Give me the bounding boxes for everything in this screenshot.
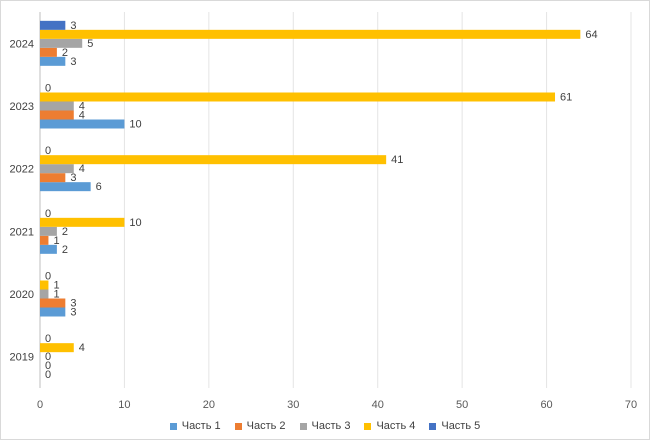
legend-item: Часть 5 xyxy=(429,420,480,432)
bar xyxy=(40,38,83,48)
data-label: 10 xyxy=(129,217,141,229)
x-tick-label: 0 xyxy=(37,399,43,411)
x-tick-label: 20 xyxy=(203,399,215,411)
legend-label: Часть 1 xyxy=(181,420,221,432)
data-label: 64 xyxy=(585,29,597,41)
bar xyxy=(40,280,49,290)
data-label: 1 xyxy=(53,280,59,292)
legend-swatch xyxy=(234,422,242,430)
data-label: 0 xyxy=(45,83,51,95)
bar xyxy=(40,173,66,183)
legend-swatch xyxy=(364,422,372,430)
data-label: 0 xyxy=(45,271,51,283)
bar xyxy=(40,29,581,39)
bar xyxy=(40,298,66,308)
legend-label: Часть 4 xyxy=(376,420,416,432)
y-tick-label: 2020 xyxy=(10,289,34,301)
bar xyxy=(40,289,49,299)
data-label: 2 xyxy=(62,226,68,238)
legend-label: Часть 5 xyxy=(441,420,481,432)
legend-swatch xyxy=(299,422,307,430)
x-tick-label: 50 xyxy=(456,399,468,411)
data-label: 2 xyxy=(62,244,68,256)
bar xyxy=(40,307,66,317)
data-label: 3 xyxy=(70,307,76,319)
x-tick-label: 10 xyxy=(118,399,130,411)
y-tick-label: 2023 xyxy=(10,101,34,113)
data-label: 2 xyxy=(62,47,68,59)
bar xyxy=(40,110,74,120)
data-label: 0 xyxy=(45,333,51,345)
data-label: 3 xyxy=(70,20,76,32)
x-tick-label: 30 xyxy=(287,399,299,411)
y-tick-label: 2024 xyxy=(10,38,34,50)
y-axis: 2019 2020 2021 2022 2023 2024 xyxy=(10,38,34,363)
gridlines xyxy=(39,12,632,388)
data-label: 0 xyxy=(45,360,51,372)
bar xyxy=(40,182,91,192)
bar xyxy=(40,244,57,254)
data-label: 61 xyxy=(560,92,572,104)
legend-label: Часть 3 xyxy=(311,420,351,432)
y-tick-label: 2021 xyxy=(10,226,34,238)
y-tick-label: 2019 xyxy=(10,352,34,364)
data-label: 0 xyxy=(45,208,51,220)
legend-item: Часть 2 xyxy=(234,420,286,432)
data-label: 0 xyxy=(45,145,51,157)
bar xyxy=(40,119,125,129)
data-label: 3 xyxy=(70,172,76,184)
bar xyxy=(40,217,125,227)
data-label: 6 xyxy=(96,181,102,193)
data-label: 5 xyxy=(87,38,93,50)
bar xyxy=(40,235,49,245)
data-label: 1 xyxy=(53,235,59,247)
bar xyxy=(40,20,66,30)
bar xyxy=(40,92,556,102)
data-label: 0 xyxy=(45,351,51,363)
data-label: 4 xyxy=(79,101,85,113)
x-tick-label: 40 xyxy=(372,399,384,411)
legend: Часть 1 Часть 2 Часть 3 Часть 4 Часть 5 xyxy=(0,417,650,435)
legend-swatch xyxy=(429,422,437,430)
bar xyxy=(40,101,74,111)
x-tick-label: 70 xyxy=(625,399,637,411)
data-label: 4 xyxy=(79,342,85,354)
data-label: 1 xyxy=(53,289,59,301)
data-label: 0 xyxy=(45,369,51,381)
bar xyxy=(40,56,66,66)
data-label: 3 xyxy=(70,298,76,310)
data-label: 10 xyxy=(129,119,141,131)
data-label: 3 xyxy=(70,56,76,68)
legend-item: Часть 1 xyxy=(169,420,221,432)
y-tick-label: 2022 xyxy=(10,164,34,176)
bar xyxy=(40,155,387,165)
bars xyxy=(40,20,581,353)
data-label: 4 xyxy=(79,163,85,175)
legend-swatch xyxy=(169,422,177,430)
bar xyxy=(40,226,57,236)
data-label: 4 xyxy=(79,110,85,122)
x-tick-label: 60 xyxy=(540,399,552,411)
x-axis: 0 10 20 30 40 50 60 70 xyxy=(37,399,637,411)
bar xyxy=(40,47,57,57)
legend-item: Часть 4 xyxy=(364,420,415,432)
data-label: 41 xyxy=(391,154,403,166)
bar xyxy=(40,343,74,353)
legend-label: Часть 2 xyxy=(246,420,286,432)
legend-item: Часть 3 xyxy=(299,420,351,432)
bar xyxy=(40,164,74,174)
